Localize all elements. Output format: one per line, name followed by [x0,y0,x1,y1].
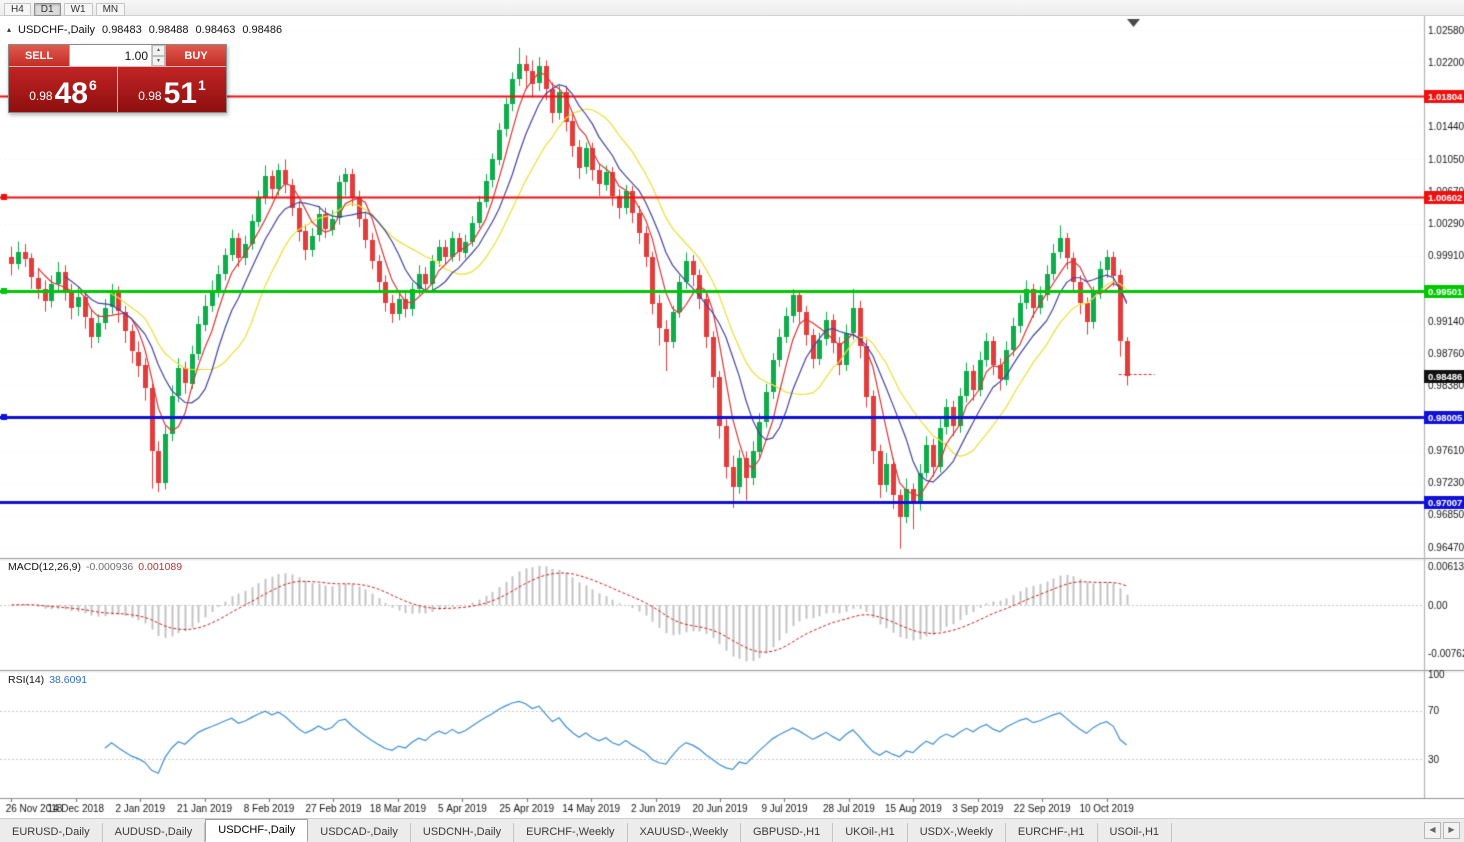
macd-value: -0.000936 [85,561,134,573]
chart-tab-gbpusd-h1[interactable]: GBPUSD-,H1 [741,823,834,842]
main-chart-canvas[interactable] [0,16,1464,818]
timeframe-button-mn[interactable]: MN [95,2,126,16]
volume-up-button[interactable]: ▲ [152,45,165,56]
chart-tabs: EURUSD-,Daily AUDUSD-,Daily USDCHF-,Daily U… [0,818,1420,842]
buy-price-prefix: 0.98 [138,89,162,103]
rsi-title: RSI(14) 38.6091 [8,674,87,686]
sell-button[interactable]: SELL [9,45,69,66]
chart-tab-usdchf-daily[interactable]: USDCHF-,Daily [205,819,309,842]
chart-tab-audusd-daily[interactable]: AUDUSD-,Daily [103,823,206,842]
ohlc-open: 0.98483 [102,24,142,36]
volume-down-button[interactable]: ▼ [152,55,165,66]
chart-tab-eurchf-weekly[interactable]: EURCHF-,Weekly [514,823,628,842]
sell-price-pipette: 6 [88,77,97,93]
volume-input[interactable] [70,45,151,66]
buy-price-display[interactable]: 0.98 51 1 [118,67,226,112]
tabs-scroll-right-button[interactable]: ▶ [1443,821,1460,839]
chart-tab-usdx-weekly[interactable]: USDX-,Weekly [908,823,1006,842]
ohlc-high: 0.98488 [148,24,189,36]
rsi-label: RSI(14) [8,674,45,686]
volume-spinner: ▲ ▼ [151,45,165,66]
timeframe-button-d1[interactable]: D1 [33,2,61,16]
chart-tabs-bar: EURUSD-,Daily AUDUSD-,Daily USDCHF-,Daily U… [0,818,1464,842]
chart-tab-usdcnh-daily[interactable]: USDCNH-,Daily [411,823,515,842]
macd-signal-value: 0.001089 [138,561,183,573]
chart-tab-xauusd-weekly[interactable]: XAUUSD-,Weekly [628,823,741,842]
ohlc-low: 0.98463 [195,24,236,36]
timeframe-buttons: H4 D1 W1 MN [4,0,128,17]
chart-tab-usoil-h1[interactable]: USOil-,H1 [1098,823,1173,842]
tab-scroll-arrows: ◀ ▶ [1420,818,1464,842]
chart-header: ▴ USDCHF-,Daily 0.98483 0.98488 0.98463 … [7,24,282,36]
chart-tab-usdcad-daily[interactable]: USDCAD-,Daily [308,823,411,842]
rsi-value: 38.6091 [49,674,88,686]
chart-symbol-label: USDCHF-,Daily [18,24,96,36]
sell-price-display[interactable]: 0.98 48 6 [9,67,118,112]
macd-title: MACD(12,26,9) -0.000936 0.001089 [8,561,182,573]
buy-button[interactable]: BUY [166,45,226,66]
ohlc-close: 0.98486 [242,24,283,36]
timeframe-button-h4[interactable]: H4 [4,2,31,16]
buy-price-pipette: 1 [197,77,206,93]
timeframe-button-w1[interactable]: W1 [63,2,93,16]
chart-tab-eurchf-h1[interactable]: EURCHF-,H1 [1006,823,1098,842]
sell-price-prefix: 0.98 [29,89,53,103]
chart-tab-ukoil-h1[interactable]: UKOil-,H1 [833,823,908,842]
timeframe-toolbar: H4 D1 W1 MN [0,0,1464,16]
macd-label: MACD(12,26,9) [8,561,81,573]
sell-price-main: 48 [54,77,88,110]
one-click-collapse-icon[interactable]: ▴ [7,25,12,34]
buy-price-main: 51 [163,77,197,110]
chart-tab-eurusd-daily[interactable]: EURUSD-,Daily [0,823,103,842]
volume-control: ▲ ▼ [69,45,166,66]
tabs-scroll-left-button[interactable]: ◀ [1424,821,1441,839]
one-click-trading-panel: SELL ▲ ▼ BUY 0.98 48 6 0.98 51 1 [8,44,227,113]
